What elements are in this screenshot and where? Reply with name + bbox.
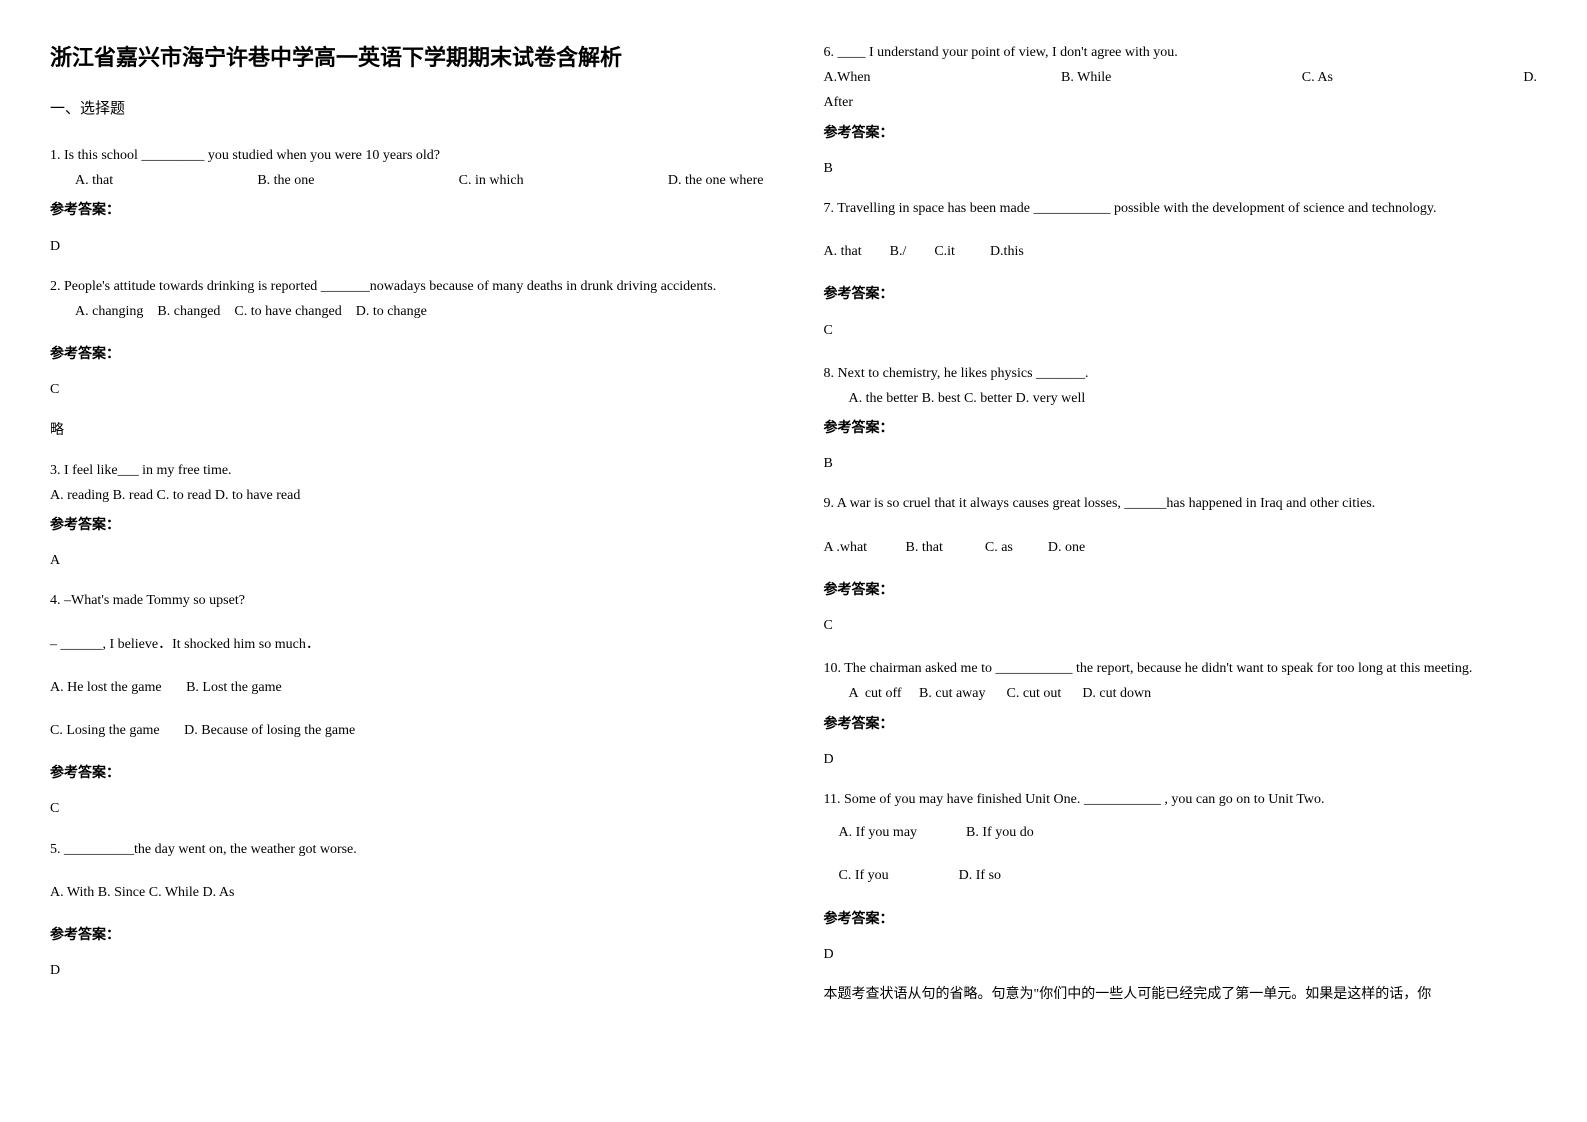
q10-options: A cut off B. cut away C. cut out D. cut … (824, 681, 1538, 706)
document-title: 浙江省嘉兴市海宁许巷中学高一英语下学期期末试卷含解析 (50, 40, 764, 72)
q6-options: A.When B. While C. As D. (824, 65, 1538, 90)
q7-text: 7. Travelling in space has been made ___… (824, 196, 1538, 221)
q2-text: 2. People's attitude towards drinking is… (50, 274, 764, 299)
q1-optA: A. that (75, 168, 113, 193)
q6-text: 6. ____ I understand your point of view,… (824, 40, 1538, 65)
section-header: 一、选择题 (50, 97, 764, 118)
q5-options: A. With B. Since C. While D. As (50, 880, 764, 905)
q4-text2: – ______, I believe．It shocked him so mu… (50, 632, 764, 657)
q3-answer-label: 参考答案： (50, 513, 764, 538)
q11-optsAB: A. If you may B. If you do (824, 820, 1538, 845)
question-10: 10. The chairman asked me to ___________… (824, 656, 1538, 772)
page-container: 浙江省嘉兴市海宁许巷中学高一英语下学期期末试卷含解析 一、选择题 1. Is t… (50, 40, 1537, 1017)
question-5: 5. __________the day went on, the weathe… (50, 837, 764, 984)
q2-options: A. changing B. changed C. to have change… (50, 299, 764, 324)
q4-answer: C (50, 796, 764, 821)
q6-optC: C. As (1302, 65, 1333, 90)
q1-answer: D (50, 234, 764, 259)
q8-answer-label: 参考答案： (824, 416, 1538, 441)
q1-optC: C. in which (459, 168, 524, 193)
q9-answer: C (824, 613, 1538, 638)
question-2: 2. People's attitude towards drinking is… (50, 274, 764, 443)
q9-options: A .what B. that C. as D. one (824, 535, 1538, 560)
question-3: 3. I feel like___ in my free time. A. re… (50, 458, 764, 574)
q11-explain: 本题考查状语从句的省略。句意为"你们中的一些人可能已经完成了第一单元。如果是这样… (824, 982, 1538, 1007)
q2-answer: C (50, 377, 764, 402)
q3-answer: A (50, 548, 764, 573)
q9-text: 9. A war is so cruel that it always caus… (824, 491, 1538, 516)
question-11: 11. Some of you may have finished Unit O… (824, 787, 1538, 1007)
question-8: 8. Next to chemistry, he likes physics _… (824, 361, 1538, 477)
q8-answer: B (824, 451, 1538, 476)
q6-answer: B (824, 156, 1538, 181)
q1-answer-label: 参考答案： (50, 198, 764, 223)
q5-answer-label: 参考答案： (50, 923, 764, 948)
q11-optsCD: C. If you D. If so (824, 863, 1538, 888)
q11-answer: D (824, 942, 1538, 967)
q7-answer-label: 参考答案： (824, 282, 1538, 307)
question-4: 4. –What's made Tommy so upset? – ______… (50, 588, 764, 821)
q5-text: 5. __________the day went on, the weathe… (50, 837, 764, 862)
question-7: 7. Travelling in space has been made ___… (824, 196, 1538, 343)
q10-answer-label: 参考答案： (824, 712, 1538, 737)
q6-optA: A.When (824, 65, 871, 90)
q10-answer: D (824, 747, 1538, 772)
q10-text: 10. The chairman asked me to ___________… (824, 656, 1538, 681)
q6-extra: After (824, 90, 1538, 115)
left-column: 浙江省嘉兴市海宁许巷中学高一英语下学期期末试卷含解析 一、选择题 1. Is t… (50, 40, 764, 1017)
q8-options: A. the better B. best C. better D. very … (824, 386, 1538, 411)
q6-optD: D. (1523, 65, 1537, 90)
q6-answer-label: 参考答案： (824, 121, 1538, 146)
q1-options: A. that B. the one C. in which D. the on… (50, 168, 764, 193)
question-9: 9. A war is so cruel that it always caus… (824, 491, 1538, 638)
q4-answer-label: 参考答案： (50, 761, 764, 786)
right-column: 6. ____ I understand your point of view,… (824, 40, 1538, 1017)
q4-text1: 4. –What's made Tommy so upset? (50, 588, 764, 613)
q7-answer: C (824, 318, 1538, 343)
q6-optB: B. While (1061, 65, 1111, 90)
q5-answer: D (50, 958, 764, 983)
q4-optsCD: C. Losing the game D. Because of losing … (50, 718, 764, 743)
q11-answer-label: 参考答案： (824, 907, 1538, 932)
q3-text: 3. I feel like___ in my free time. (50, 458, 764, 483)
q4-optsAB: A. He lost the game B. Lost the game (50, 675, 764, 700)
question-6: 6. ____ I understand your point of view,… (824, 40, 1538, 181)
q11-text: 11. Some of you may have finished Unit O… (824, 787, 1538, 812)
q8-text: 8. Next to chemistry, he likes physics _… (824, 361, 1538, 386)
q2-answer-label: 参考答案： (50, 342, 764, 367)
q2-answer-sub: 略 (50, 418, 764, 443)
question-1: 1. Is this school _________ you studied … (50, 143, 764, 259)
q3-options: A. reading B. read C. to read D. to have… (50, 483, 764, 508)
q9-answer-label: 参考答案： (824, 578, 1538, 603)
q1-optD: D. the one where (668, 168, 764, 193)
q1-optB: B. the one (257, 168, 314, 193)
q1-text: 1. Is this school _________ you studied … (50, 143, 764, 168)
q7-options: A. that B./ C.it D.this (824, 239, 1538, 264)
